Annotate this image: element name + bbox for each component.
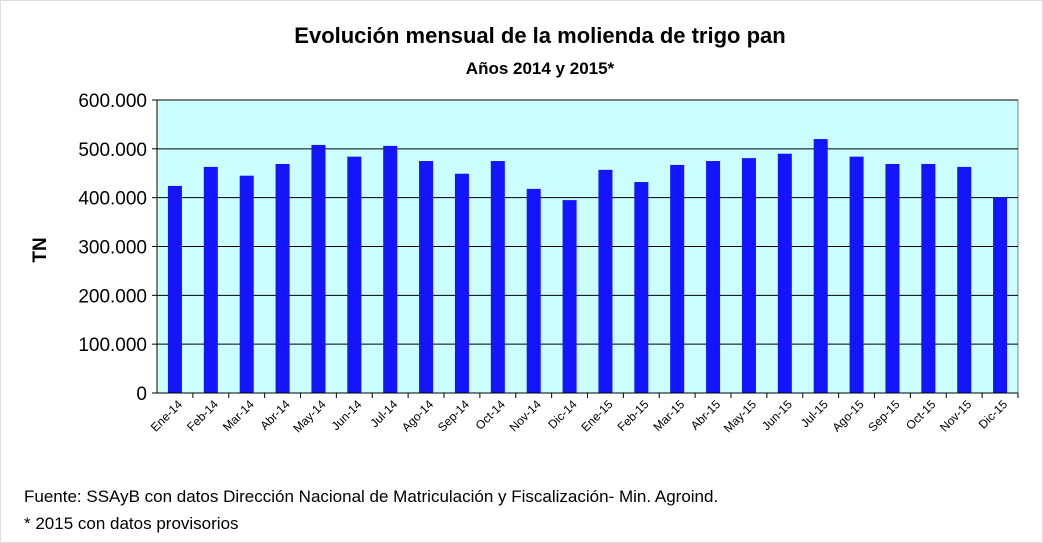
bar (957, 166, 972, 393)
bar (454, 173, 469, 393)
y-tick-label: 300.000 (78, 238, 147, 259)
bar (777, 153, 792, 393)
bar (167, 185, 182, 393)
bar (203, 166, 218, 393)
bar (993, 197, 1008, 393)
y-tick-label: 500.000 (78, 140, 147, 161)
bar (311, 144, 326, 393)
y-tick-label: 400.000 (78, 189, 147, 210)
y-tick-label: 100.000 (78, 335, 147, 356)
y-axis-label: TN (30, 237, 51, 262)
bar (526, 188, 541, 393)
bar (347, 156, 362, 393)
y-tick-label: 0 (136, 384, 147, 405)
footnote: Fuente: SSAyB con datos Dirección Nacion… (24, 487, 718, 506)
chart-subtitle: Años 2014 y 2015* (466, 59, 615, 78)
bar (383, 145, 398, 393)
bar (634, 182, 649, 393)
bar (598, 169, 613, 393)
bar (921, 163, 936, 393)
bar (706, 161, 721, 393)
bar (275, 163, 290, 393)
bar (813, 139, 828, 393)
bar (239, 175, 254, 393)
bar (562, 200, 577, 393)
bar (849, 156, 864, 393)
y-tick-label: 600.000 (78, 91, 147, 112)
bar (490, 161, 505, 393)
bar (885, 163, 900, 393)
footnote: * 2015 con datos provisorios (24, 514, 239, 533)
bar (419, 161, 434, 393)
chart-title: Evolución mensual de la molienda de trig… (294, 23, 785, 48)
bar (670, 164, 685, 393)
bar (741, 158, 756, 393)
y-tick-label: 200.000 (78, 286, 147, 307)
